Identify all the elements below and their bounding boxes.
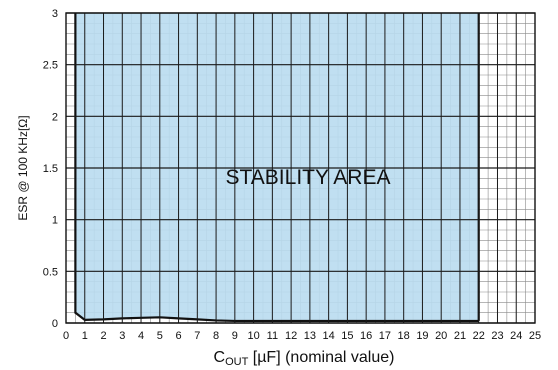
y-tick-label: 2.5	[43, 60, 58, 72]
x-tick-labels: 0 1 2 3 4 5 6 7 8 9 10 11 12 13 14 15 16 17 18 19 20 21 22 23 24…	[63, 330, 541, 342]
x-axis-label-rest: [µF] (nominal value)	[248, 349, 394, 366]
x-tick-label: 17	[379, 330, 391, 342]
y-tick-label: 2	[52, 111, 58, 123]
x-axis-label: COUT [µF] (nominal value)	[214, 349, 395, 368]
x-tick-label: 10	[247, 330, 259, 342]
x-tick-label: 1	[82, 330, 88, 342]
x-tick-label: 4	[138, 330, 144, 342]
x-tick-label: 8	[213, 330, 219, 342]
x-tick-label: 14	[323, 330, 335, 342]
plot-frame	[65, 12, 536, 324]
y-tick-label: 1.5	[43, 163, 58, 175]
x-tick-label: 16	[360, 330, 372, 342]
x-tick-label: 22	[473, 330, 485, 342]
x-tick-label: 23	[491, 330, 503, 342]
x-tick-label: 9	[232, 330, 238, 342]
y-tick-label: 1	[52, 215, 58, 227]
x-tick-label: 2	[100, 330, 106, 342]
axes	[65, 12, 536, 324]
y-axis-label: ESR @ 100 KHz[Ω]	[16, 115, 30, 220]
stability-area-fill	[75, 13, 479, 321]
x-tick-label: 12	[285, 330, 297, 342]
x-tick-label: 7	[194, 330, 200, 342]
x-tick-label: 18	[398, 330, 410, 342]
y-tick-label: 3	[52, 8, 58, 20]
x-tick-label: 21	[454, 330, 466, 342]
x-tick-label: 11	[267, 330, 278, 342]
y-tick-labels: 0 0.5 1 1.5 2 2.5 3	[43, 8, 58, 330]
stability-area-label: STABILITY AREA	[226, 166, 391, 189]
x-tick-label: 24	[510, 330, 522, 342]
x-tick-label: 3	[119, 330, 125, 342]
x-axis-label-subscript: OUT	[225, 356, 249, 368]
x-axis-label-main: C	[214, 349, 226, 366]
x-tick-label: 15	[341, 330, 353, 342]
x-tick-label: 20	[435, 330, 447, 342]
x-tick-label: 19	[416, 330, 428, 342]
y-tick-label: 0	[52, 318, 58, 330]
x-tick-label: 6	[175, 330, 181, 342]
x-tick-label: 0	[63, 330, 69, 342]
y-tick-label: 0.5	[43, 266, 58, 278]
x-tick-label: 25	[529, 330, 541, 342]
x-tick-label: 5	[157, 330, 163, 342]
x-tick-label: 13	[304, 330, 316, 342]
